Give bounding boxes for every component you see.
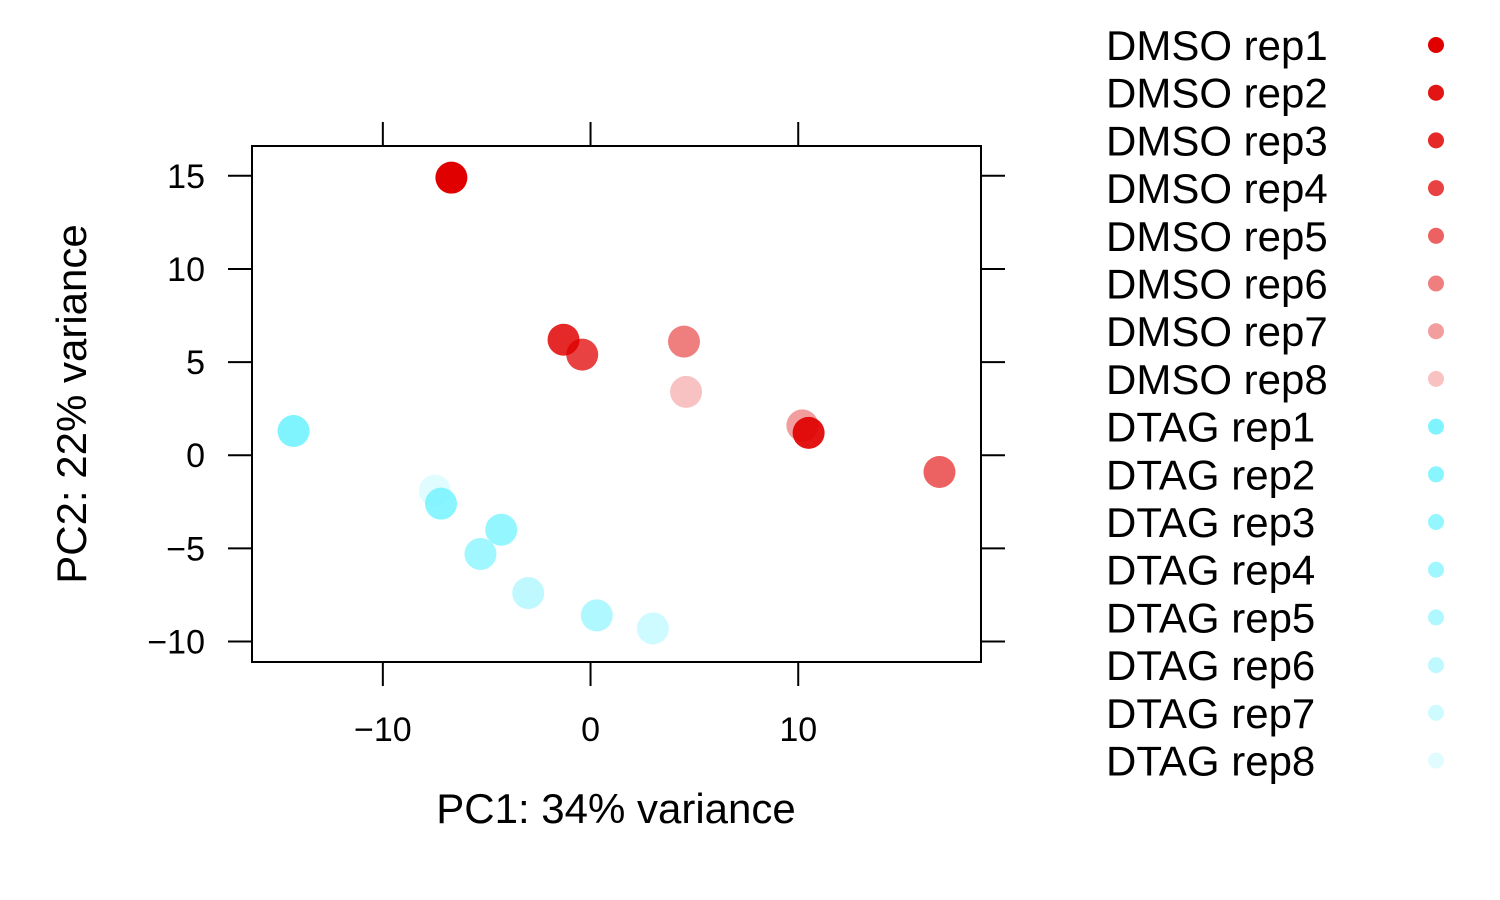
y-tick-label: 5 xyxy=(186,344,205,382)
legend-marker xyxy=(1428,275,1444,292)
y-tick-label: 0 xyxy=(186,437,205,475)
data-point xyxy=(512,577,545,610)
data-point xyxy=(464,537,497,570)
legend-marker xyxy=(1428,180,1444,197)
x-tick-label: 0 xyxy=(581,711,600,749)
legend-marker xyxy=(1428,323,1444,340)
legend-marker xyxy=(1428,657,1444,674)
legend-label: DTAG rep3 xyxy=(1106,499,1315,546)
legend-label: DTAG rep4 xyxy=(1106,547,1315,594)
data-points xyxy=(277,161,956,645)
legend-label: DTAG rep7 xyxy=(1106,690,1315,737)
y-tick-label: −5 xyxy=(166,530,205,568)
legend-label: DMSO rep3 xyxy=(1106,117,1328,164)
x-tick-label: −10 xyxy=(354,711,412,749)
legend-marker xyxy=(1428,84,1444,101)
legend-marker xyxy=(1428,752,1444,769)
data-point xyxy=(435,161,468,194)
x-axis-ticks: −10 0 10 xyxy=(354,122,817,749)
legend-label: DMSO rep6 xyxy=(1106,261,1328,308)
legend-label: DMSO rep4 xyxy=(1106,165,1328,212)
legend-label: DTAG rep1 xyxy=(1106,404,1315,451)
legend-marker xyxy=(1428,227,1444,244)
plot-frame xyxy=(251,145,982,663)
legend-marker xyxy=(1428,514,1444,530)
y-axis-ticks: −10 −5 0 5 10 15 xyxy=(147,158,1005,662)
legend-marker xyxy=(1428,370,1444,387)
data-point xyxy=(418,474,451,507)
legend-label: DMSO rep8 xyxy=(1106,356,1328,403)
legend-label: DTAG rep6 xyxy=(1106,642,1315,689)
data-point xyxy=(792,416,825,449)
legend-label: DTAG rep5 xyxy=(1106,594,1315,641)
x-tick-label: 10 xyxy=(779,711,817,749)
data-point xyxy=(668,325,700,358)
x-axis-label: PC1: 34% variance xyxy=(436,785,796,832)
data-point xyxy=(636,612,669,645)
data-point xyxy=(923,455,956,488)
data-point xyxy=(580,599,613,632)
data-point xyxy=(566,338,599,371)
legend-marker xyxy=(1428,609,1444,626)
data-point xyxy=(277,415,310,448)
data-point xyxy=(786,409,819,442)
legend-marker xyxy=(1428,561,1444,578)
y-tick-label: 15 xyxy=(167,158,205,196)
legend-marker xyxy=(1428,37,1444,53)
legend-label: DMSO rep2 xyxy=(1106,70,1328,117)
legend-marker xyxy=(1428,418,1444,435)
legend-label: DMSO rep5 xyxy=(1106,213,1328,260)
data-point xyxy=(485,513,518,546)
data-point xyxy=(670,375,703,408)
legend-label: DTAG rep2 xyxy=(1106,451,1315,498)
legend-marker xyxy=(1428,132,1444,149)
legend-label: DTAG rep8 xyxy=(1106,738,1315,785)
legend-label: DMSO rep7 xyxy=(1106,308,1328,355)
legend-label: DMSO rep1 xyxy=(1106,22,1328,69)
y-axis-label: PC2: 22% variance xyxy=(48,224,95,584)
data-point xyxy=(425,487,457,520)
y-tick-label: 10 xyxy=(167,251,205,289)
legend-marker xyxy=(1428,704,1444,721)
y-tick-label: −10 xyxy=(147,624,205,662)
legend-marker xyxy=(1428,466,1444,483)
